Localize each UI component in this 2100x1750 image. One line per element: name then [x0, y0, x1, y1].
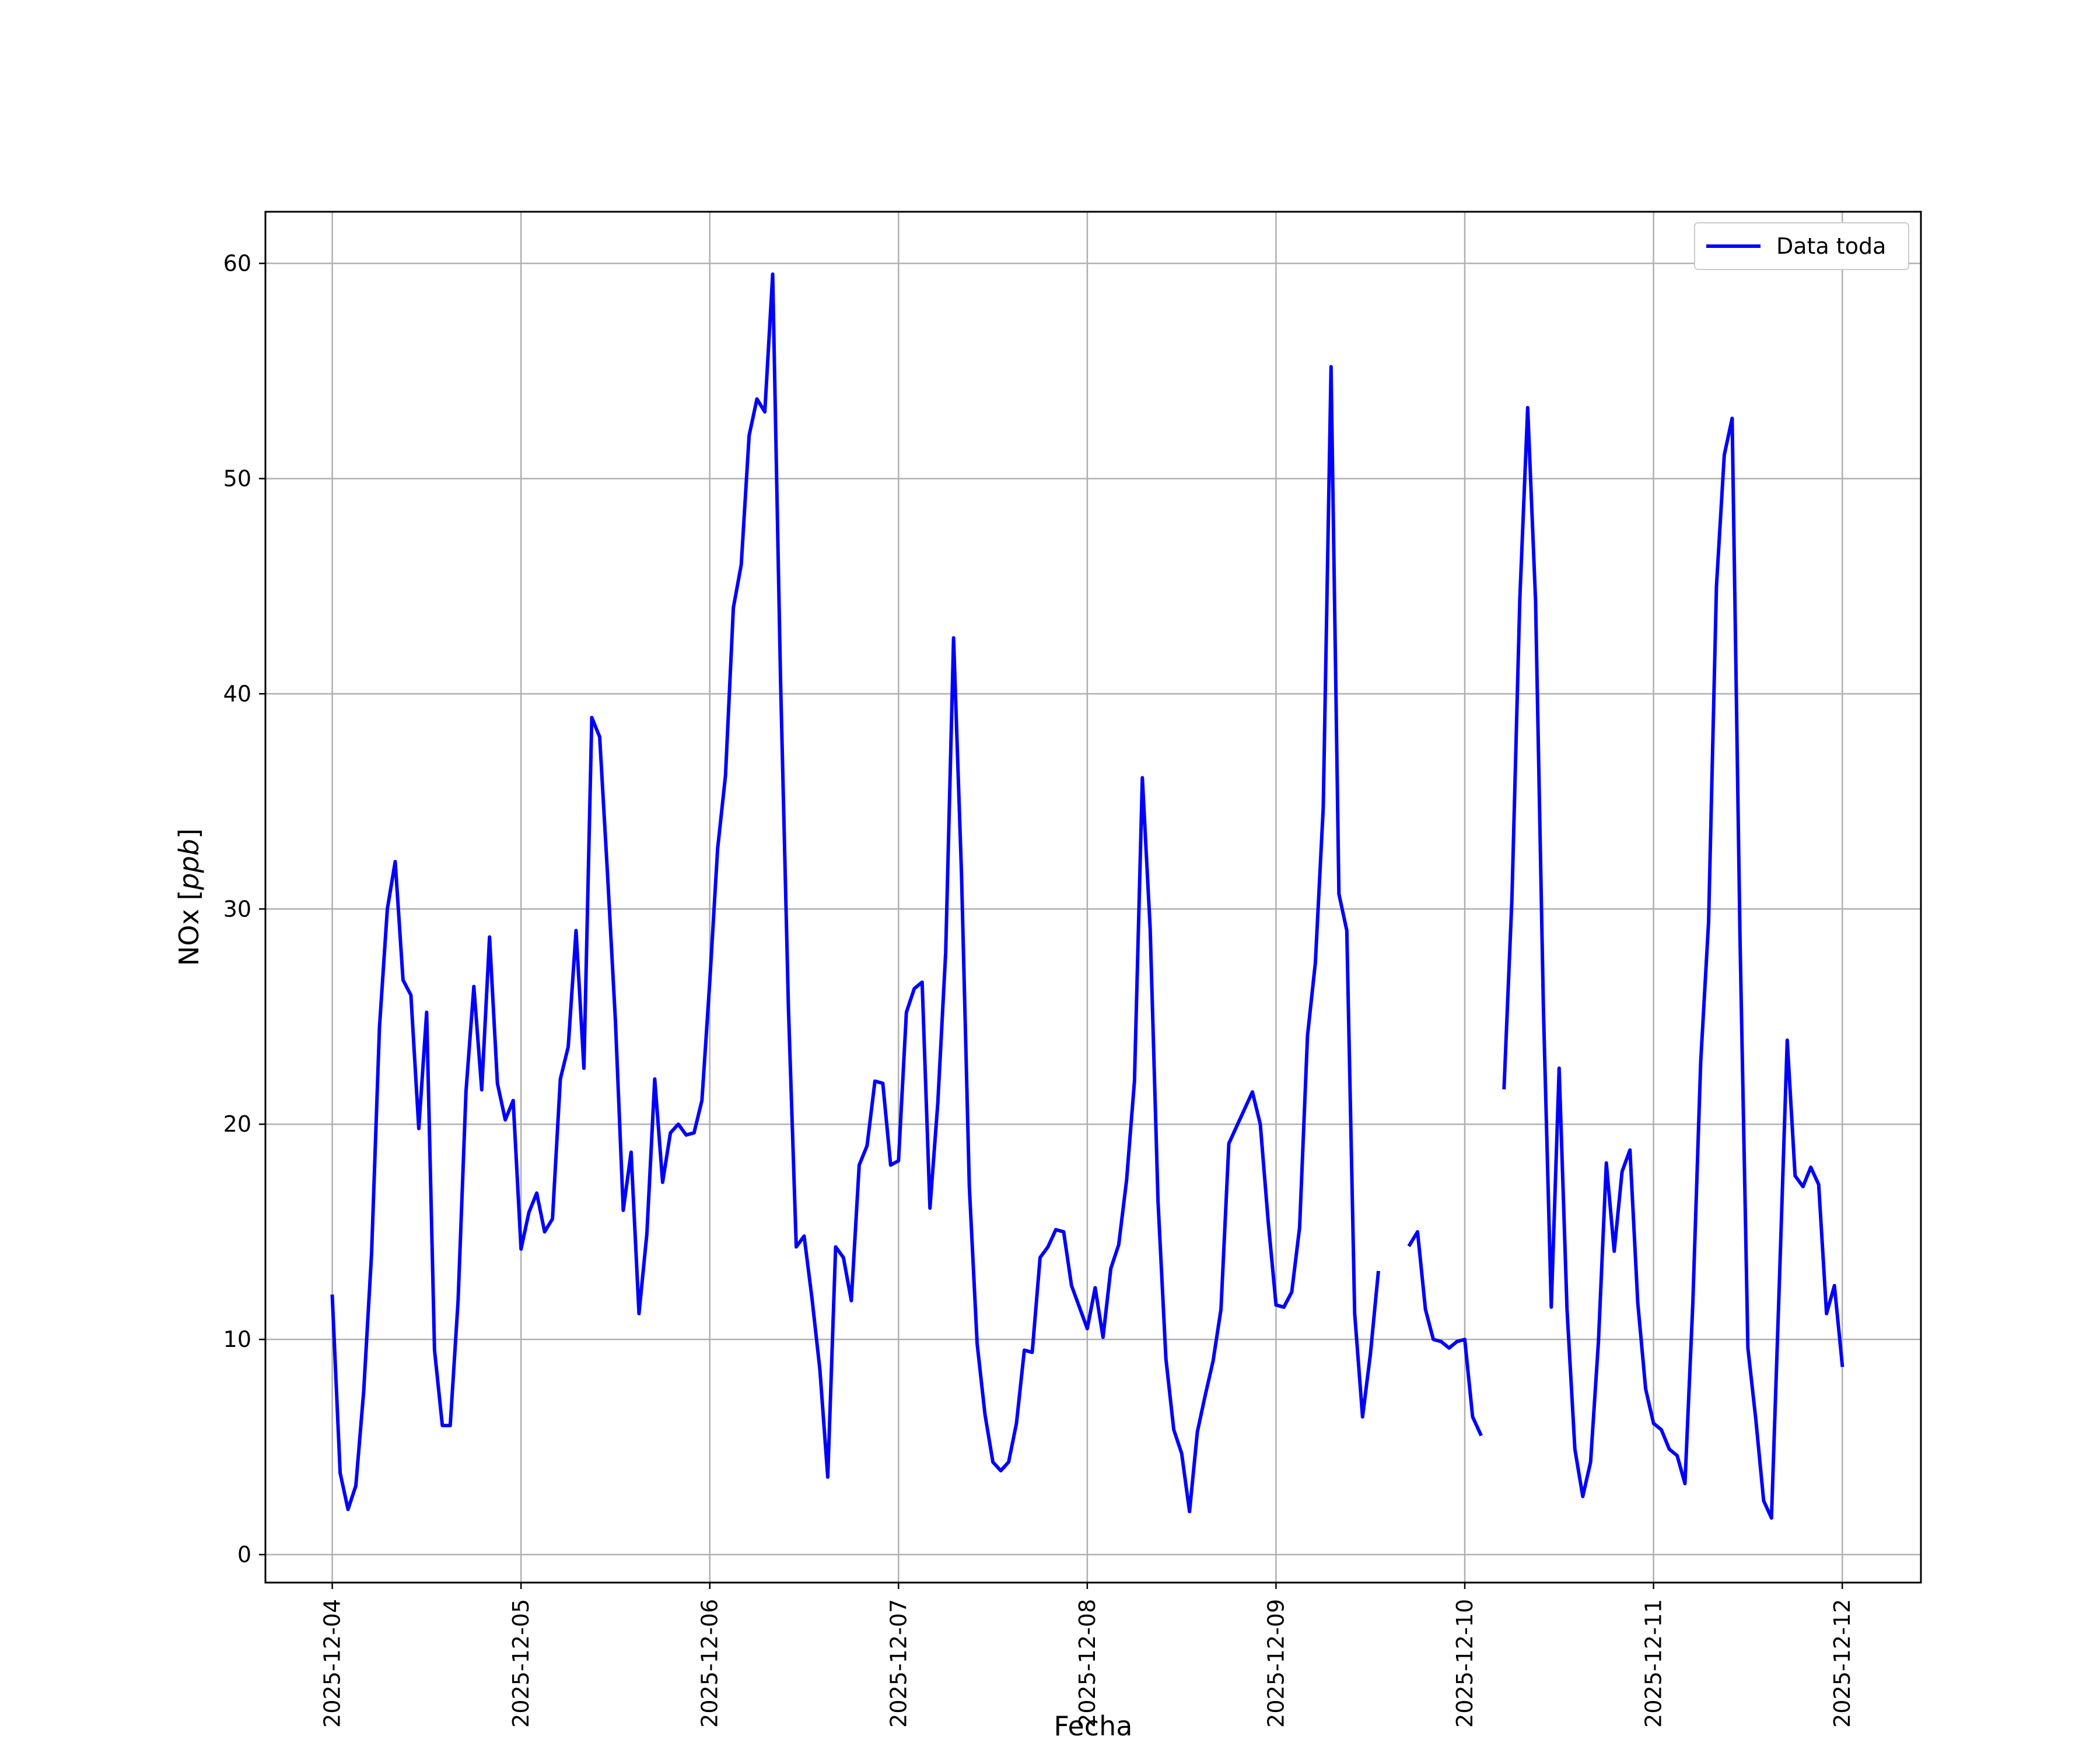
x-tick-label: 2025-12-12	[1829, 1599, 1855, 1728]
x-tick-label: 2025-12-05	[508, 1599, 534, 1728]
y-tick-label: 20	[223, 1111, 251, 1137]
y-axis-label-name: NOx [	[173, 890, 205, 966]
x-tick-label: 2025-12-04	[320, 1599, 345, 1728]
y-axis-label-close: ]	[173, 828, 205, 839]
series-line-segment	[330, 272, 1380, 1514]
legend-box	[1694, 222, 1909, 270]
x-axis: 2025-12-04 2025-12-05 2025-12-06 2025-12-07…	[320, 1583, 1855, 1728]
y-tick-label: 30	[223, 896, 251, 922]
y-axis: 0 10 20 30 40 50 60	[223, 251, 265, 1567]
y-axis-label: NOx [ppb]	[173, 828, 205, 966]
series-lines	[330, 272, 1845, 1520]
x-tick-label: 2025-12-06	[697, 1599, 723, 1728]
x-tick-label: 2025-12-08	[1074, 1599, 1100, 1728]
y-tick-label: 0	[237, 1542, 251, 1567]
legend-label: Data toda	[1776, 233, 1886, 259]
y-tick-label: 40	[223, 681, 251, 706]
x-tick-label: 2025-12-09	[1263, 1599, 1289, 1728]
x-tick-label: 2025-12-11	[1641, 1599, 1667, 1728]
series-line-segment	[1407, 1230, 1483, 1437]
y-tick-label: 10	[223, 1326, 251, 1352]
y-axis-label-unit: ppb	[173, 839, 205, 891]
grid-lines	[265, 212, 1921, 1583]
y-tick-label: 60	[223, 251, 251, 276]
plot-frame	[264, 211, 1922, 1584]
series-line-segment	[1502, 405, 1845, 1520]
y-tick-label: 50	[223, 466, 251, 491]
legend: Data toda	[1694, 222, 1909, 270]
x-tick-label: 2025-12-07	[886, 1599, 911, 1728]
x-tick-label: 2025-12-10	[1452, 1599, 1478, 1728]
x-axis-label: Fecha	[1054, 1710, 1133, 1742]
